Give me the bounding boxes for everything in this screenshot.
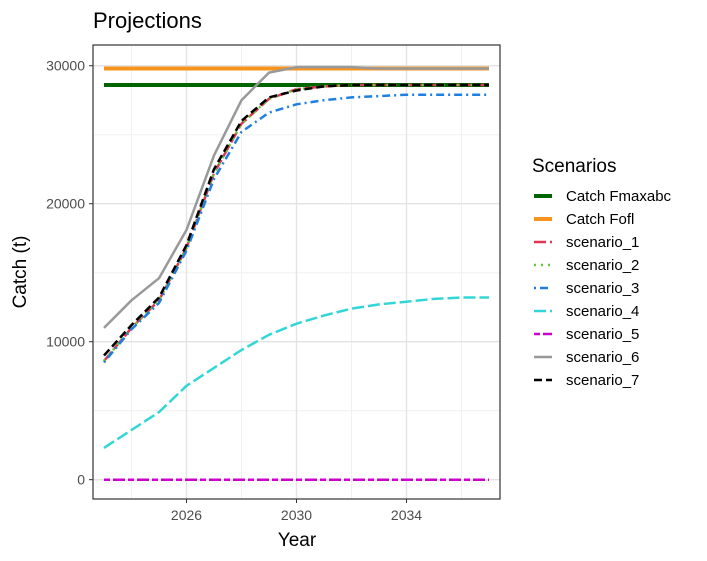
y-tick-label: 0 (77, 472, 85, 488)
legend-item: scenario_5 (534, 326, 639, 343)
legend-label: Catch Fmaxabc (566, 188, 672, 205)
legend-item: scenario_4 (534, 303, 639, 320)
legend-item: Catch Fmaxabc (534, 188, 672, 205)
x-axis-title: Year (278, 530, 317, 551)
y-axis-ticks: 0 10000 20000 30000 (46, 58, 93, 488)
legend-item: scenario_6 (534, 349, 639, 366)
legend-item: scenario_1 (534, 234, 639, 251)
legend-label: scenario_7 (566, 372, 639, 389)
y-tick-label: 30000 (46, 58, 85, 74)
legend-item: Catch Fofl (534, 211, 634, 228)
legend: Scenarios Catch Fmaxabc Catch Fofl scenari… (532, 156, 672, 389)
series-layer (103, 65, 489, 481)
legend-label: scenario_6 (566, 349, 639, 366)
y-axis-title: Catch (t) (10, 236, 31, 309)
series-line-scenario-2 (103, 83, 489, 362)
legend-label: scenario_2 (566, 257, 639, 274)
y-tick-label: 20000 (46, 196, 85, 212)
legend-label: scenario_3 (566, 280, 639, 297)
x-tick-label: 2026 (171, 507, 202, 523)
legend-title: Scenarios (532, 156, 617, 177)
x-tick-label: 2034 (391, 507, 422, 523)
legend-item: scenario_3 (534, 280, 639, 297)
series-line-scenario-7 (103, 83, 489, 357)
series-line-scenario-6 (103, 65, 489, 329)
y-tick-label: 10000 (46, 334, 85, 350)
legend-item: scenario_7 (534, 372, 639, 389)
legend-label: scenario_1 (566, 234, 639, 251)
legend-label: scenario_5 (566, 326, 639, 343)
x-tick-label: 2030 (281, 507, 312, 523)
series-line-scenario-3 (103, 93, 489, 364)
legend-label: scenario_4 (566, 303, 639, 320)
chart-title: Projections (93, 8, 202, 33)
x-axis-ticks: 2026 2030 2034 (171, 499, 422, 523)
series-line-scenario-4 (103, 296, 489, 449)
legend-item: scenario_2 (534, 257, 639, 274)
legend-label: Catch Fofl (566, 211, 634, 228)
